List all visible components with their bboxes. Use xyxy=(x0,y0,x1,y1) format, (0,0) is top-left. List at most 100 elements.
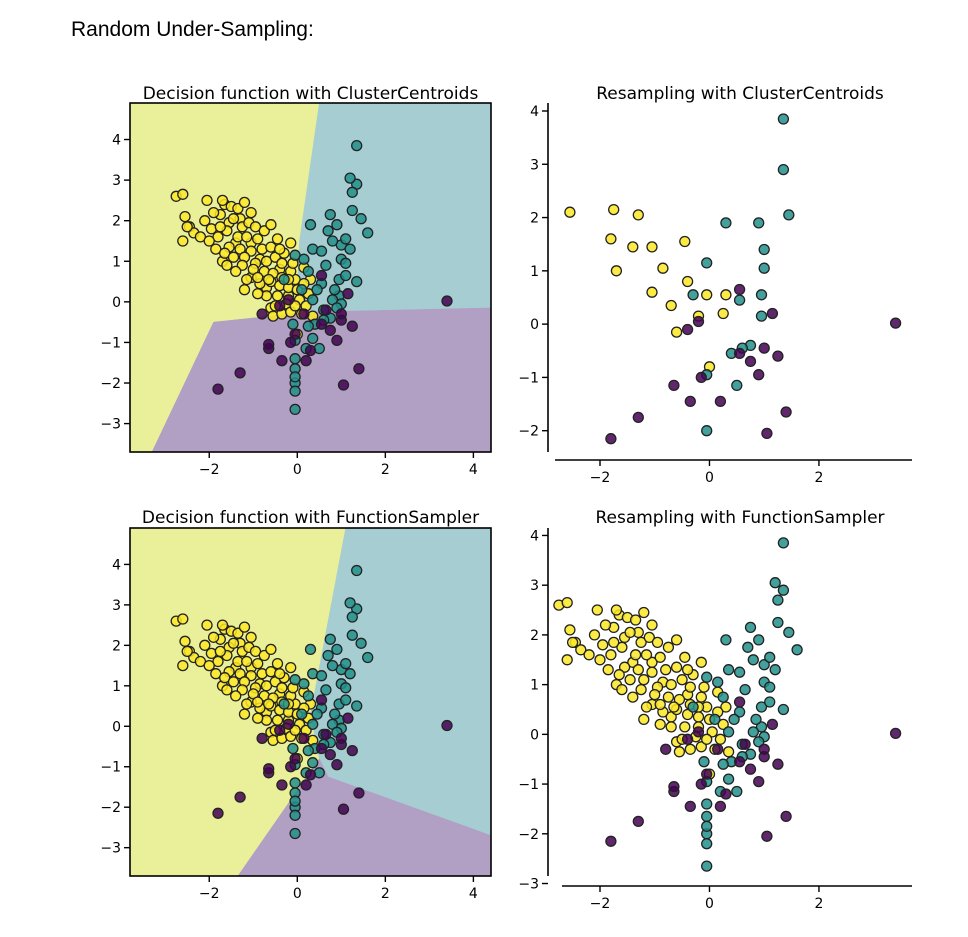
point-class-1 xyxy=(701,810,713,823)
point-class-0 xyxy=(758,342,770,354)
point-class-1 xyxy=(747,654,759,666)
y-tick-label: 3 xyxy=(530,157,539,173)
point-class-2 xyxy=(177,235,189,247)
point-class-2 xyxy=(271,714,284,726)
y-tick-label: 2 xyxy=(112,638,121,654)
y-tick-label: 1 xyxy=(530,678,539,694)
point-class-1 xyxy=(289,777,301,789)
point-class-1 xyxy=(783,209,795,221)
point-class-0 xyxy=(733,347,746,360)
point-class-2 xyxy=(616,641,628,653)
x-tick-label: 2 xyxy=(814,470,823,486)
point-class-1 xyxy=(329,284,341,296)
point-class-2 xyxy=(640,701,653,713)
point-class-0 xyxy=(256,732,268,745)
point-class-0 xyxy=(761,427,773,440)
point-class-2 xyxy=(654,698,666,711)
point-class-1 xyxy=(777,584,790,596)
point-class-1 xyxy=(758,659,770,671)
point-class-1 xyxy=(302,320,314,332)
x-tick-label: 0 xyxy=(293,462,302,478)
point-class-2 xyxy=(670,661,683,673)
point-class-2 xyxy=(605,649,617,661)
point-class-2 xyxy=(564,624,576,636)
point-class-1 xyxy=(311,708,323,720)
point-class-2 xyxy=(638,674,650,686)
point-class-1 xyxy=(289,353,301,365)
point-class-1 xyxy=(302,744,314,757)
point-class-2 xyxy=(245,206,257,219)
point-class-1 xyxy=(783,626,795,639)
point-class-1 xyxy=(340,269,352,282)
point-class-1 xyxy=(287,742,299,755)
y-tick-label: −2 xyxy=(518,827,539,843)
point-class-1 xyxy=(340,233,352,245)
x-tick-label: 2 xyxy=(814,896,823,912)
point-class-0 xyxy=(695,371,707,384)
axes-frame xyxy=(129,102,492,453)
point-class-2 xyxy=(706,726,718,738)
point-class-1 xyxy=(324,208,336,221)
point-class-2 xyxy=(698,681,710,693)
point-class-2 xyxy=(643,631,655,644)
point-class-2 xyxy=(252,288,264,300)
point-class-2 xyxy=(252,712,264,724)
point-class-2 xyxy=(681,275,694,288)
point-class-0 xyxy=(353,363,365,375)
point-class-1 xyxy=(362,227,374,239)
point-class-2 xyxy=(632,664,644,676)
point-class-0 xyxy=(733,696,746,708)
axes-frame xyxy=(129,527,492,877)
point-class-2 xyxy=(564,206,576,218)
point-class-2 xyxy=(177,613,189,625)
point-class-0 xyxy=(753,369,765,381)
y-tick-label: 0 xyxy=(112,719,121,735)
x-tick-label: 2 xyxy=(381,462,390,478)
scatter-points xyxy=(170,139,453,416)
region-class-0 xyxy=(151,307,491,452)
axes-decision_fs: −2 0 2 4 −3 −2 −1 0 1 2 3 4 Decision function with F… xyxy=(100,508,492,902)
point-class-2 xyxy=(602,664,614,676)
axes-decision_cc: −2 0 2 4 −3 −2 −1 0 1 2 3 4 Decision function with C… xyxy=(100,84,492,478)
point-class-2 xyxy=(177,188,189,200)
point-class-2 xyxy=(597,639,609,651)
point-class-0 xyxy=(289,753,301,765)
point-class-1 xyxy=(712,676,724,688)
point-class-2 xyxy=(207,206,220,219)
point-class-2 xyxy=(241,273,253,286)
point-class-1 xyxy=(344,668,356,680)
point-class-2 xyxy=(657,262,669,274)
point-class-2 xyxy=(654,718,666,731)
point-class-0 xyxy=(282,294,295,306)
point-class-0 xyxy=(684,800,696,813)
point-class-0 xyxy=(780,810,792,823)
point-class-2 xyxy=(624,674,636,686)
point-class-2 xyxy=(679,721,691,733)
x-tick-label: −2 xyxy=(199,886,220,902)
point-class-2 xyxy=(627,691,639,703)
y-tick-label: 2 xyxy=(530,628,539,644)
point-class-1 xyxy=(320,259,332,271)
point-class-0 xyxy=(304,769,317,781)
point-class-2 xyxy=(665,299,677,312)
point-class-2 xyxy=(561,654,573,666)
point-class-0 xyxy=(304,344,317,357)
point-class-2 xyxy=(638,606,650,619)
point-class-1 xyxy=(772,616,784,629)
point-class-1 xyxy=(298,678,310,690)
point-class-0 xyxy=(234,367,246,379)
point-class-2 xyxy=(635,683,647,696)
point-class-2 xyxy=(618,661,631,673)
point-class-2 xyxy=(285,237,297,249)
point-class-0 xyxy=(668,379,680,392)
point-class-2 xyxy=(610,604,623,616)
point-class-2 xyxy=(665,678,677,691)
point-class-2 xyxy=(214,221,226,233)
point-class-1 xyxy=(340,657,352,670)
point-class-1 xyxy=(720,217,732,229)
point-class-2 xyxy=(252,696,264,708)
point-class-2 xyxy=(276,257,288,269)
point-class-2 xyxy=(662,641,675,653)
point-class-2 xyxy=(214,645,226,658)
